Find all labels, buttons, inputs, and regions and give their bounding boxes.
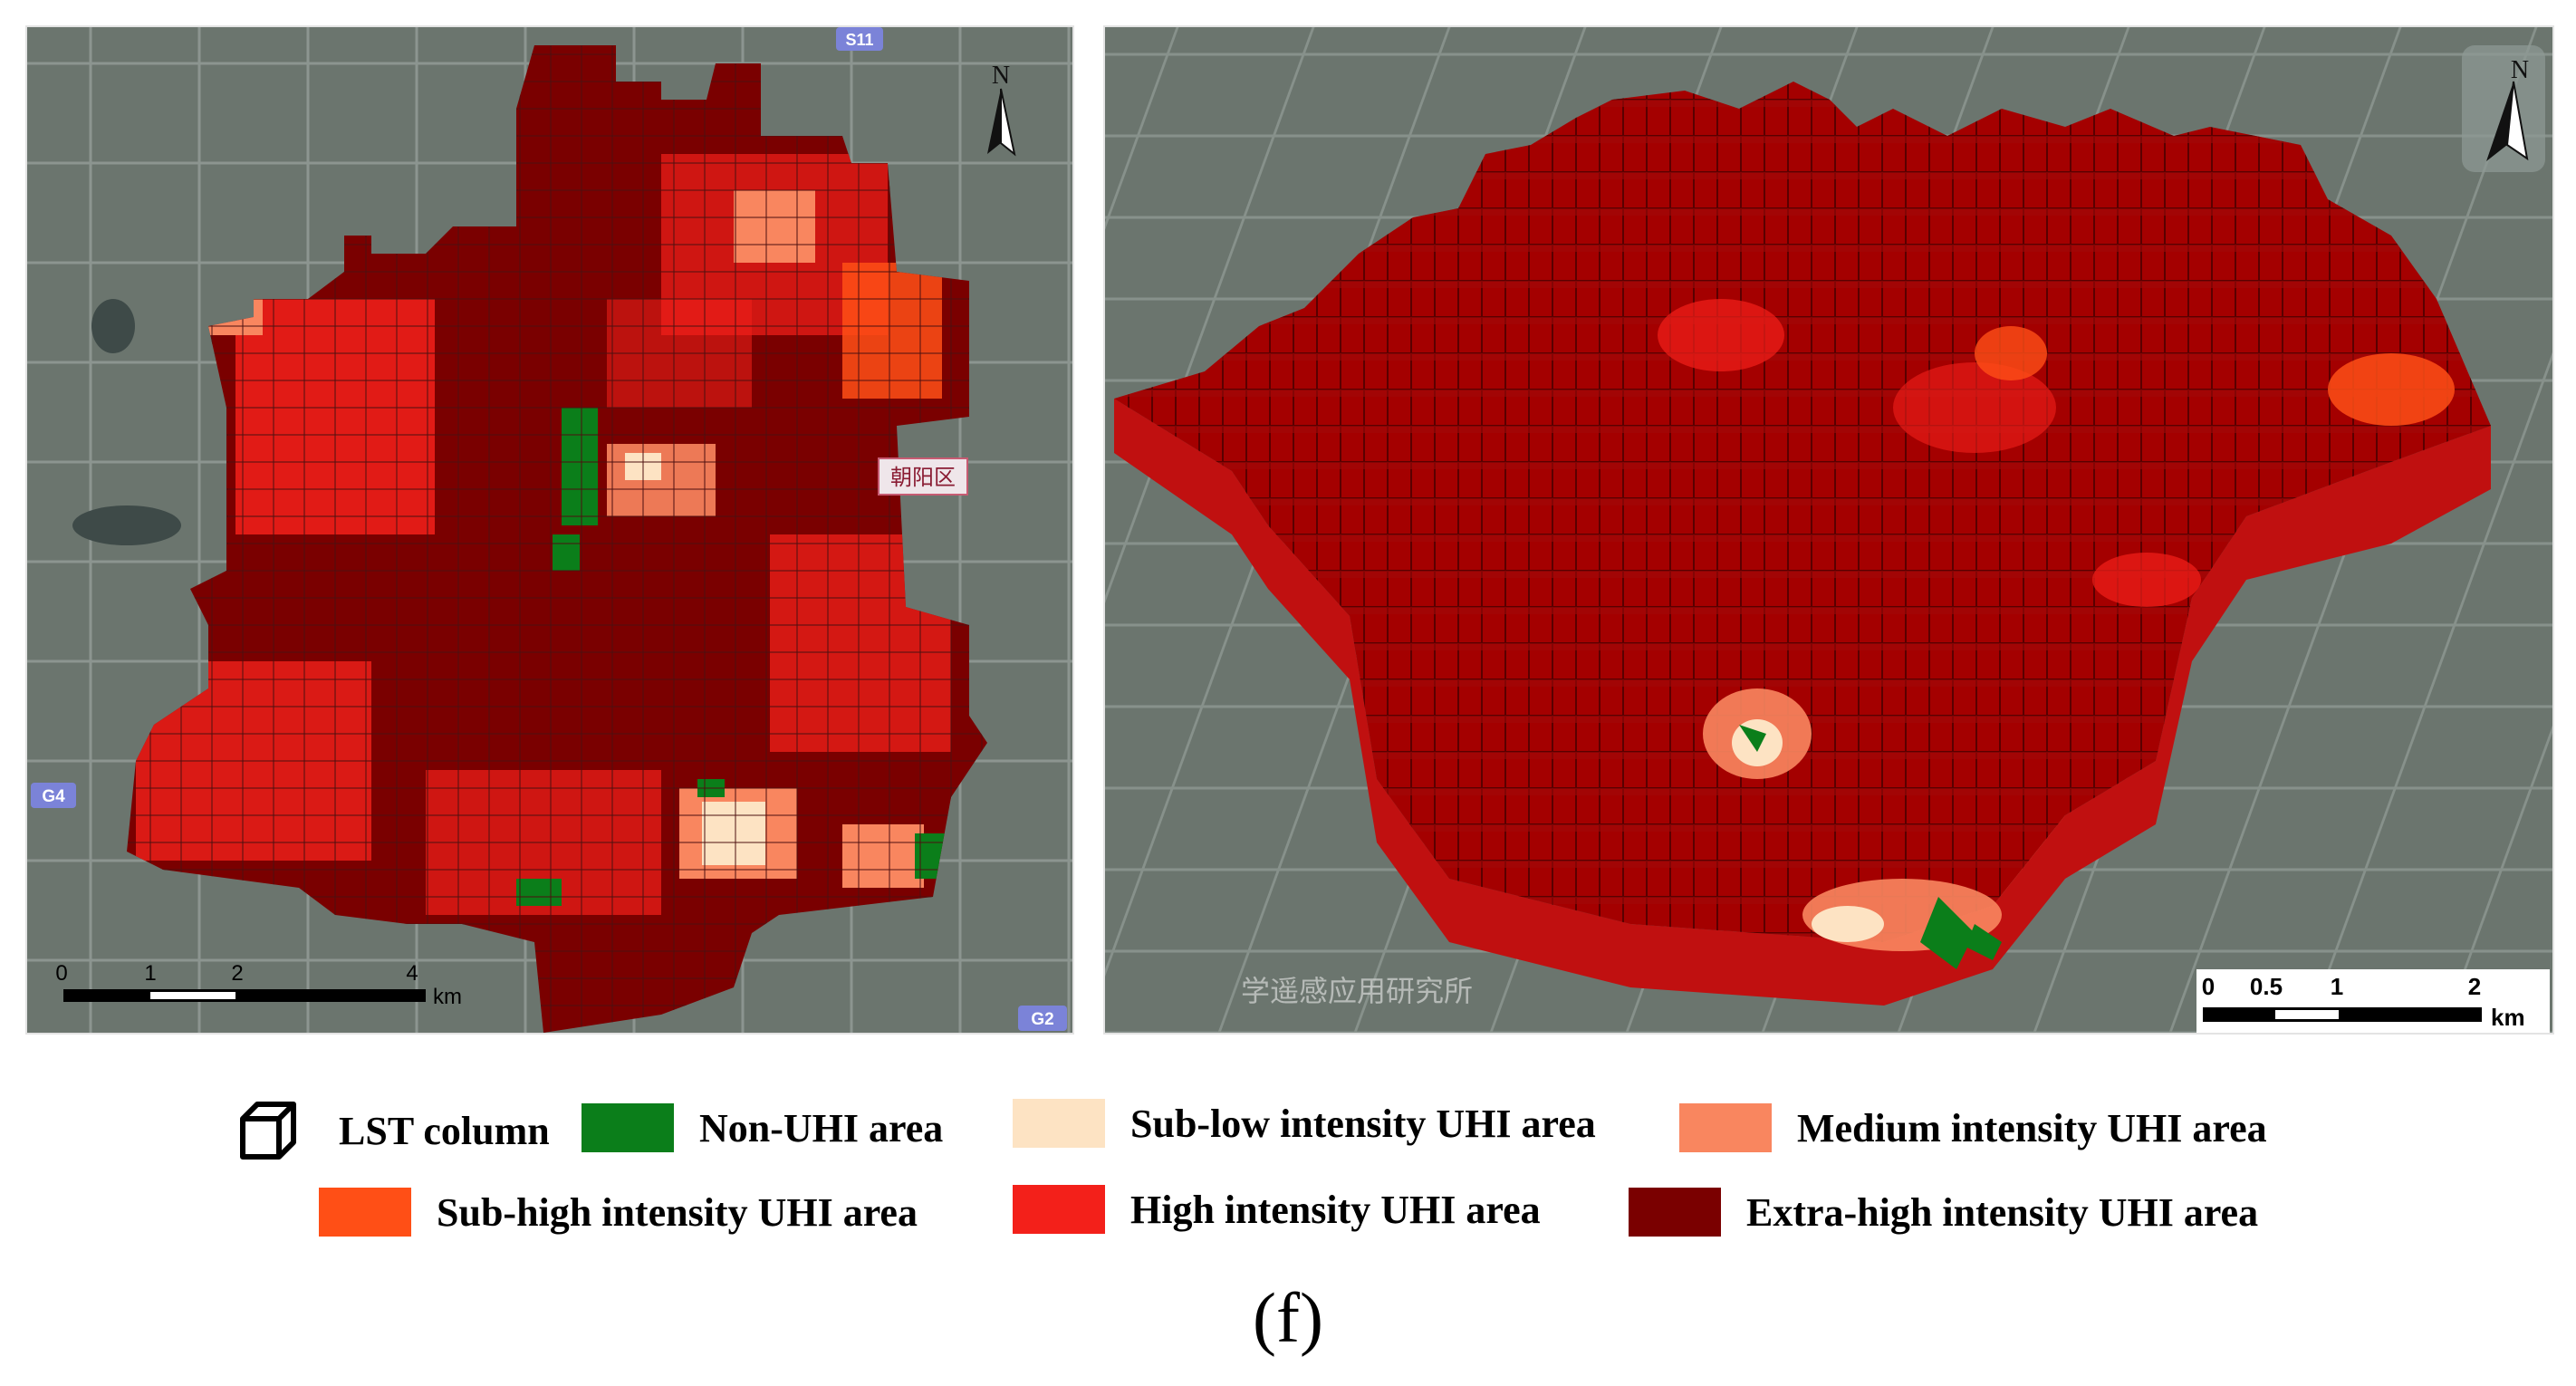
- legend-label: Sub-high intensity UHI area: [437, 1189, 918, 1235]
- svg-text:2: 2: [231, 961, 243, 986]
- place-label-chaoyang: 朝阳区: [878, 457, 968, 496]
- figure-caption: (f): [1253, 1278, 1323, 1357]
- svg-text:G2: G2: [1031, 1010, 1053, 1029]
- svg-text:1: 1: [2331, 973, 2343, 1000]
- lake: [91, 299, 135, 353]
- north-arrow-icon: N: [2462, 45, 2545, 172]
- svg-text:km: km: [2491, 1004, 2525, 1031]
- non-uhi-patch: [1920, 897, 1975, 969]
- lake: [72, 505, 181, 545]
- high-intensity-patch: [1658, 299, 1784, 371]
- legend-item-extra-high: Extra-high intensity UHI area: [1629, 1185, 2258, 1239]
- cube-icon: [221, 1096, 313, 1165]
- lst-columns: [1114, 82, 2491, 942]
- legend-swatch: [1629, 1188, 1721, 1237]
- legend-swatch: [582, 1103, 674, 1152]
- svg-text:N: N: [992, 62, 1010, 90]
- sub-high-patch: [2328, 353, 2455, 426]
- scale-bar-2d: 0 1 2 4 km: [55, 961, 462, 1009]
- legend-label: LST column: [339, 1108, 550, 1153]
- svg-text:0.5: 0.5: [2250, 973, 2283, 1000]
- map-2d-canvas: S11 G4 G2 朝阳区 N 0 1 2 4 km: [27, 27, 1072, 1033]
- legend-label: Medium intensity UHI area: [1797, 1105, 2267, 1150]
- map-3d-panel: 学遥感应用研究所 N 0 0.5 1 2 km: [1103, 25, 2554, 1035]
- svg-text:S11: S11: [845, 31, 873, 49]
- map-watermark: 学遥感应用研究所: [1241, 974, 1473, 1008]
- legend-label: Sub-low intensity UHI area: [1130, 1101, 1596, 1146]
- legend-item-high: High intensity UHI area: [1013, 1182, 1541, 1237]
- svg-text:1: 1: [144, 961, 156, 986]
- road-badge-s11: S11: [836, 27, 883, 51]
- legend-label: High intensity UHI area: [1130, 1187, 1541, 1232]
- scale-bar-3d: 0 0.5 1 2 km: [2196, 969, 2550, 1033]
- road-badge-g2: G2: [1018, 1006, 1067, 1031]
- svg-text:朝阳区: 朝阳区: [890, 465, 956, 490]
- legend-item-non-uhi: Non-UHI area: [582, 1101, 943, 1155]
- svg-text:N: N: [2511, 56, 2529, 84]
- high-intensity-patch: [2092, 553, 2201, 607]
- legend-swatch: [319, 1188, 411, 1237]
- legend-item-medium: Medium intensity UHI area: [1679, 1101, 2267, 1155]
- svg-text:km: km: [433, 985, 462, 1009]
- svg-text:G4: G4: [42, 787, 65, 806]
- sub-low-patch: [1812, 906, 1884, 942]
- road-badge-g4: G4: [31, 783, 76, 808]
- map-3d-canvas: 学遥感应用研究所 N 0 0.5 1 2 km: [1105, 27, 2552, 1033]
- legend-item-sub-low: Sub-low intensity UHI area: [1013, 1096, 1596, 1150]
- legend-swatch: [1679, 1103, 1772, 1152]
- north-arrow-icon: N: [987, 62, 1016, 157]
- svg-text:0: 0: [55, 961, 67, 986]
- high-intensity-patch: [1893, 362, 2056, 453]
- svg-text:0: 0: [2202, 973, 2215, 1000]
- svg-text:2: 2: [2468, 973, 2481, 1000]
- svg-text:4: 4: [406, 961, 418, 986]
- legend-item-lst-column: LST column: [221, 1102, 550, 1160]
- map-2d-panel: S11 G4 G2 朝阳区 N 0 1 2 4 km: [25, 25, 1074, 1035]
- legend-label: Extra-high intensity UHI area: [1746, 1189, 2259, 1235]
- sub-high-patch: [1975, 326, 2047, 380]
- non-uhi-patch: [1739, 725, 1766, 752]
- legend-swatch: [1013, 1099, 1105, 1148]
- non-uhi-patch: [1966, 924, 2002, 960]
- legend-label: Non-UHI area: [699, 1105, 944, 1150]
- legend-item-sub-high: Sub-high intensity UHI area: [319, 1185, 918, 1239]
- legend-swatch: [1013, 1185, 1105, 1234]
